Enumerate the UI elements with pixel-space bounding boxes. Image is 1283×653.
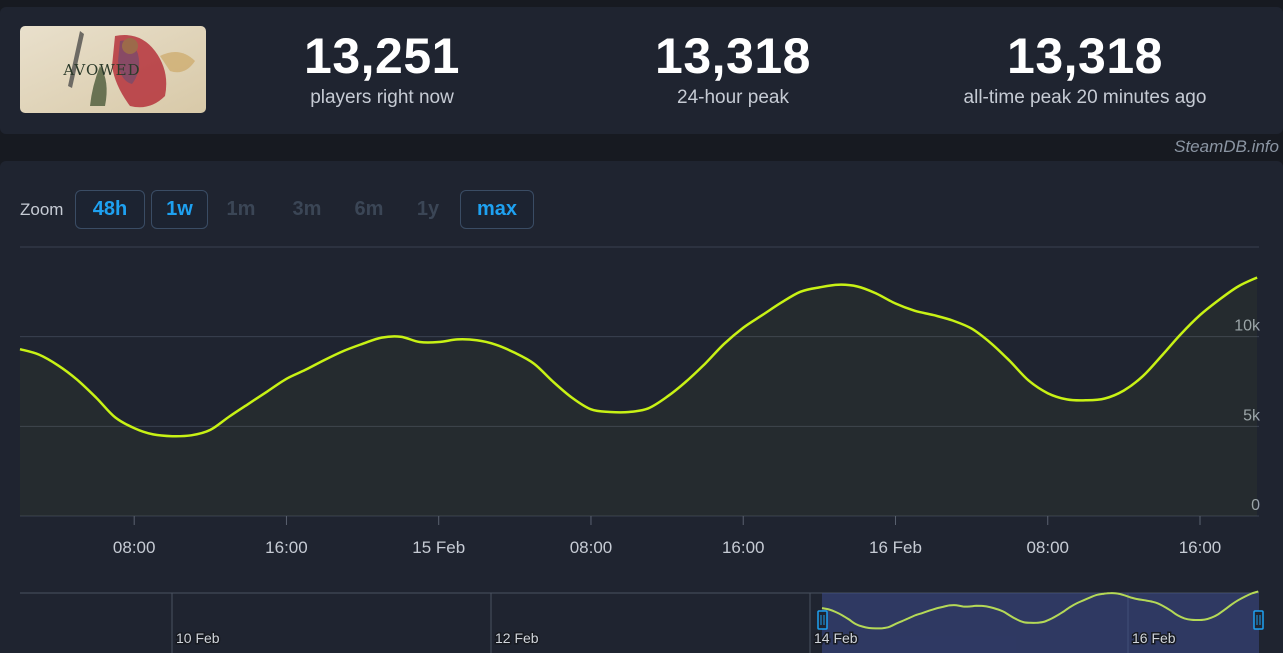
zoom-1m-button[interactable]: 1m: [226, 198, 256, 220]
alltime-peak-stat: 13,318 all-time peak 20 minutes ago: [925, 27, 1245, 111]
current-players-value: 13,251: [304, 28, 460, 84]
navigator-handle-left[interactable]: [817, 610, 828, 630]
zoom-label: Zoom: [20, 200, 64, 219]
current-players-label: players right now: [310, 87, 454, 108]
peak-24h-stat: 13,318 24-hour peak: [573, 27, 893, 111]
x-tick-label: 08:00: [113, 538, 156, 557]
navigator-date-label: 16 Feb: [1132, 630, 1176, 646]
peak-24h-value: 13,318: [655, 28, 811, 84]
zoom-1w-button[interactable]: 1w: [151, 190, 208, 229]
y-tick-label: 5k: [1243, 407, 1261, 424]
peak-24h-label: 24-hour peak: [677, 87, 789, 108]
game-logo-text: AVOWED: [62, 61, 140, 79]
x-tick-label: 15 Feb: [412, 538, 465, 557]
steamdb-watermark[interactable]: SteamDB.info: [1174, 137, 1279, 156]
x-tick-label: 16 Feb: [869, 538, 922, 557]
zoom-max-button[interactable]: max: [460, 190, 534, 229]
x-tick-label: 16:00: [265, 538, 308, 557]
game-logo-image: AVOWED: [20, 26, 206, 113]
alltime-peak-value: 13,318: [1007, 28, 1163, 84]
navigator-date-label: 12 Feb: [495, 630, 539, 646]
game-thumbnail[interactable]: AVOWED: [20, 26, 206, 113]
alltime-peak-label: all-time peak 20 minutes ago: [963, 87, 1207, 108]
x-tick-label: 16:00: [1179, 538, 1222, 557]
x-tick-label: 16:00: [722, 538, 765, 557]
navigator-handle-right[interactable]: [1253, 610, 1264, 630]
x-tick-label: 08:00: [570, 538, 613, 557]
zoom-3m-button[interactable]: 3m: [292, 198, 322, 220]
navigator-series: [821, 590, 1259, 630]
zoom-48h-button[interactable]: 48h: [75, 190, 145, 229]
y-tick-label: 10k: [1234, 318, 1261, 335]
series-area: [20, 277, 1258, 516]
zoom-6m-button[interactable]: 6m: [354, 198, 384, 220]
chart-panel: [0, 161, 1283, 653]
zoom-1y-button[interactable]: 1y: [416, 198, 440, 220]
stats-panel: AVOWED 13,251 players right now 13,318 2…: [0, 7, 1283, 134]
y-tick-label: 0: [1251, 497, 1260, 514]
current-players-stat: 13,251 players right now: [222, 27, 542, 111]
x-tick-label: 08:00: [1026, 538, 1069, 557]
navigator-date-label: 10 Feb: [176, 630, 220, 646]
series-line: [19, 276, 1258, 438]
navigator-date-label: 14 Feb: [814, 630, 858, 646]
